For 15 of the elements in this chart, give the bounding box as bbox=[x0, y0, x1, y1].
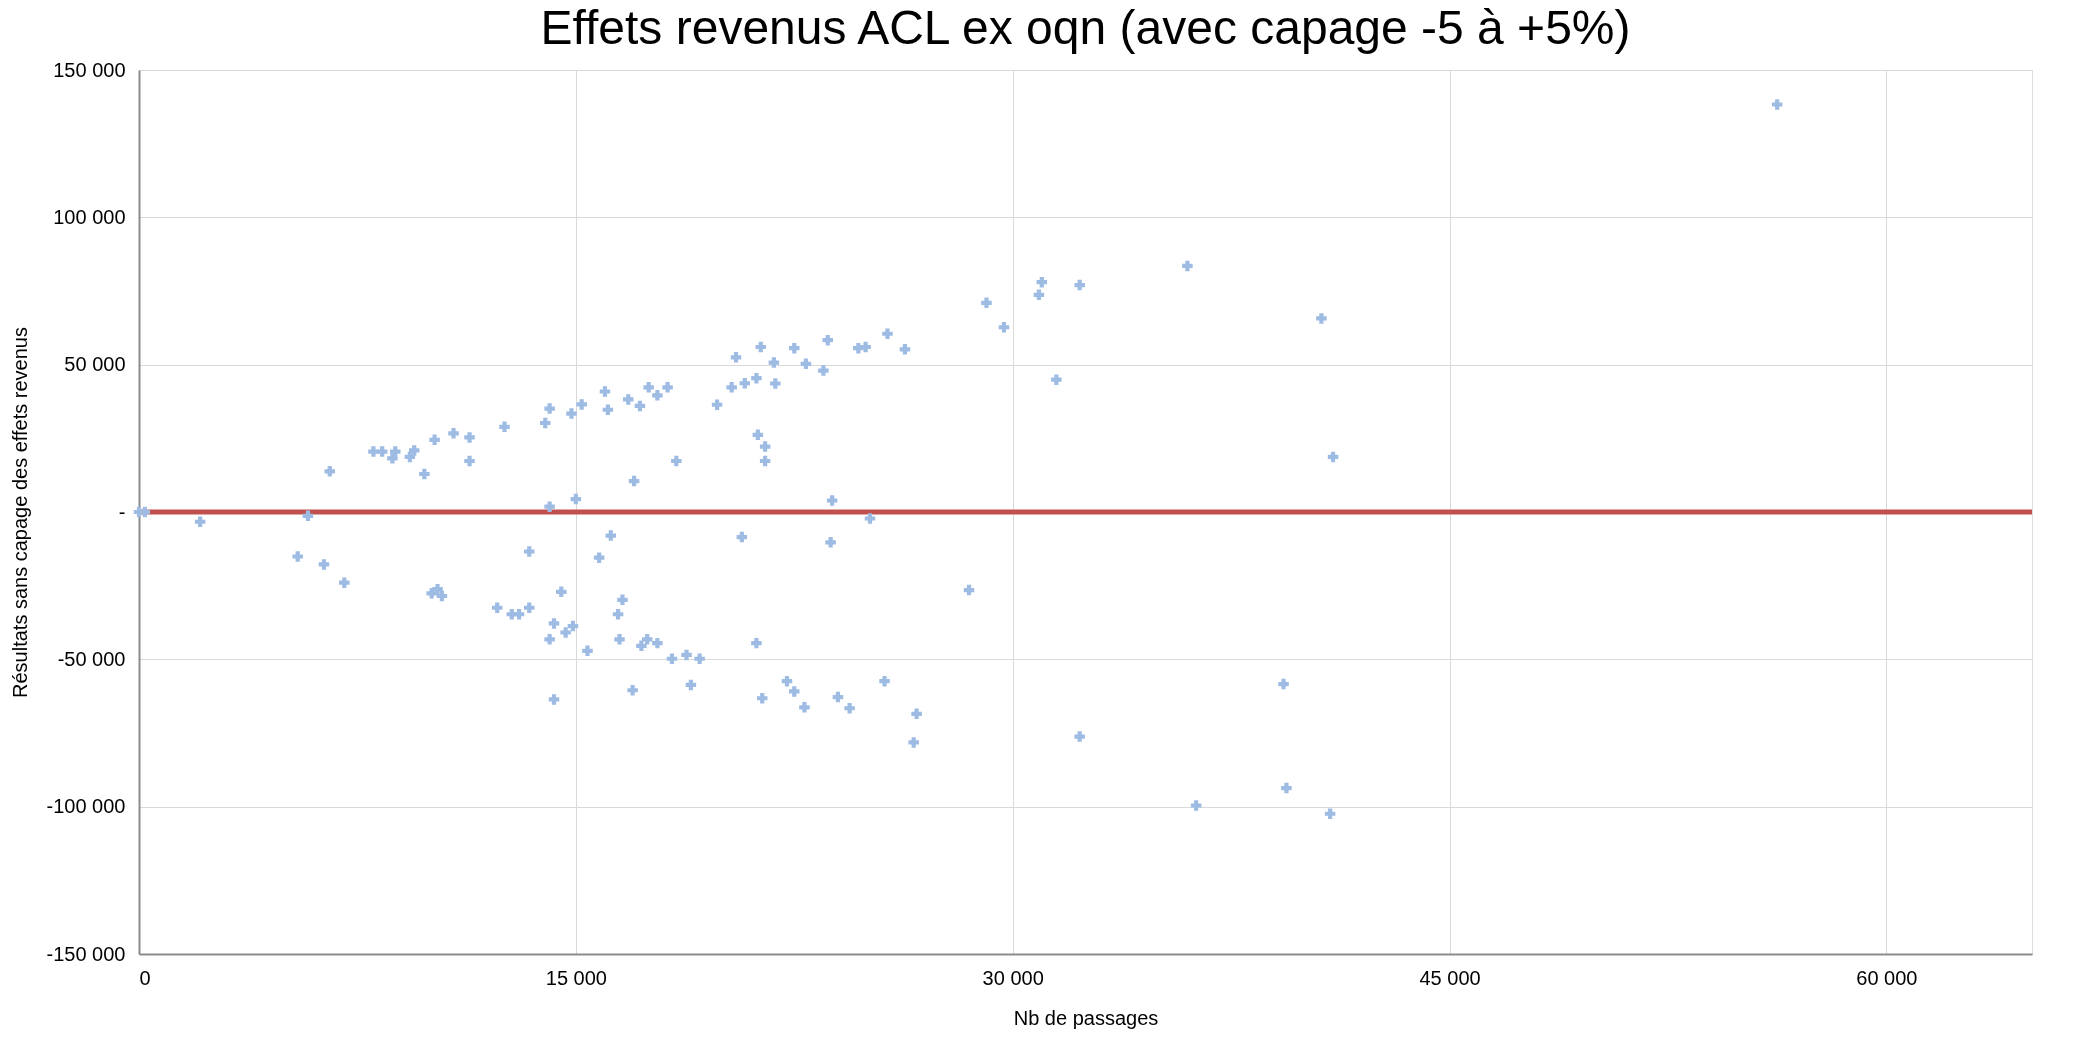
x-tick-label: 60 000 bbox=[1856, 966, 1918, 989]
x-tick-label: 45 000 bbox=[1419, 966, 1481, 989]
x-tick-label: 0 bbox=[139, 966, 151, 989]
y-axis-title: Résultats sans capage des effets revenus bbox=[8, 327, 31, 698]
y-tick-label: -150 000 bbox=[46, 942, 126, 965]
x-axis-title: Nb de passages bbox=[1013, 1006, 1159, 1029]
x-tick-label: 15 000 bbox=[545, 966, 607, 989]
y-tick-label: -100 000 bbox=[46, 795, 126, 818]
y-tick-label: 50 000 bbox=[64, 353, 126, 376]
y-tick-label: 150 000 bbox=[53, 58, 126, 81]
x-tick-label: 30 000 bbox=[982, 966, 1044, 989]
y-tick-label: 100 000 bbox=[53, 205, 126, 228]
chart-title: Effets revenus ACL ex oqn (avec capage -5 à +5%) bbox=[540, 1, 1631, 54]
y-tick-label: -50 000 bbox=[57, 647, 126, 670]
y-tick-label: - bbox=[118, 500, 126, 523]
